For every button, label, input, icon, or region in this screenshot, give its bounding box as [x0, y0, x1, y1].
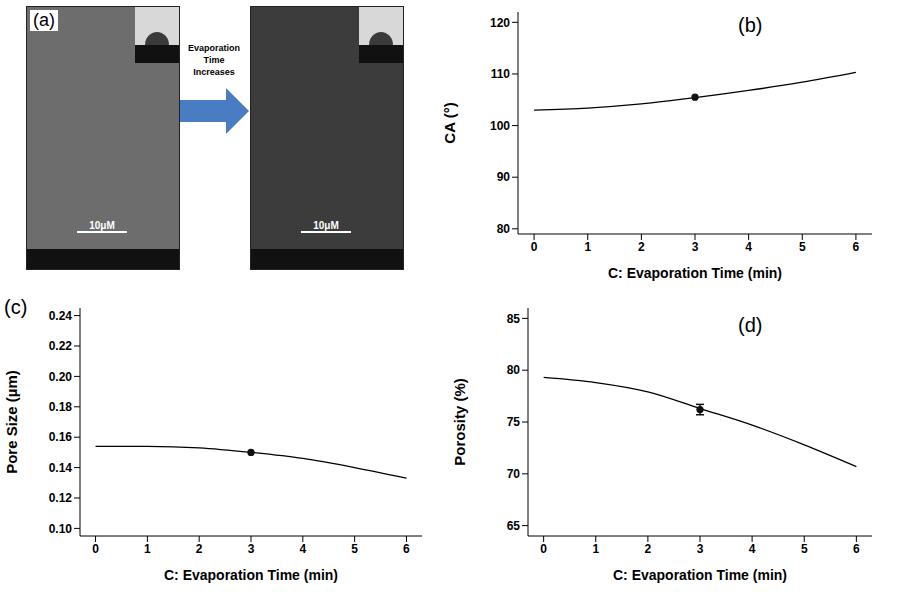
svg-text:0.20: 0.20 — [49, 370, 73, 384]
svg-text:1: 1 — [144, 542, 151, 556]
svg-text:4: 4 — [749, 542, 756, 556]
svg-text:4: 4 — [745, 240, 752, 254]
svg-text:6: 6 — [853, 542, 860, 556]
svg-text:3: 3 — [697, 542, 704, 556]
svg-text:2: 2 — [645, 542, 652, 556]
svg-text:3: 3 — [248, 542, 255, 556]
svg-text:80: 80 — [507, 363, 521, 377]
svg-text:C: Evaporation Time (min): C: Evaporation Time (min) — [608, 265, 782, 281]
html-text:Time: Time — [203, 55, 225, 65]
svg-text:120: 120 — [490, 16, 510, 30]
html-text:(d): (d) — [738, 314, 763, 336]
html-text:(a): (a) — [33, 10, 55, 30]
svg-text:5: 5 — [351, 542, 358, 556]
svg-text:75: 75 — [507, 415, 521, 429]
svg-text:4: 4 — [299, 542, 306, 556]
svg-text:Porosity (%): Porosity (%) — [451, 378, 468, 466]
svg-text:CA (°): CA (°) — [441, 102, 458, 143]
svg-text:C: Evaporation Time (min): C: Evaporation Time (min) — [613, 567, 787, 583]
svg-text:100: 100 — [490, 119, 510, 133]
svg-text:0.22: 0.22 — [49, 339, 73, 353]
svg-text:1: 1 — [584, 240, 591, 254]
svg-text:2: 2 — [638, 240, 645, 254]
svg-text:0.16: 0.16 — [49, 430, 73, 444]
svg-text:3: 3 — [692, 240, 699, 254]
svg-text:110: 110 — [491, 67, 511, 81]
svg-text:6: 6 — [853, 240, 860, 254]
svg-text:0.12: 0.12 — [49, 491, 73, 505]
svg-text:1: 1 — [592, 542, 599, 556]
svg-text:0.18: 0.18 — [49, 400, 73, 414]
html-text:(b): (b) — [738, 14, 763, 36]
svg-text:70: 70 — [507, 467, 521, 481]
svg-text:90: 90 — [497, 170, 511, 184]
svg-text:2: 2 — [196, 542, 203, 556]
svg-text:0: 0 — [92, 542, 99, 556]
svg-text:0.10: 0.10 — [49, 522, 73, 536]
svg-text:80: 80 — [497, 222, 511, 236]
svg-text:0.14: 0.14 — [49, 461, 73, 475]
svg-text:6: 6 — [403, 542, 410, 556]
svg-text:Pore Size (µm): Pore Size (µm) — [3, 370, 20, 474]
html-text:Increases: Increases — [193, 67, 235, 77]
html-text:(c): (c) — [4, 296, 28, 318]
svg-text:85: 85 — [507, 312, 521, 326]
svg-text:C: Evaporation Time (min): C: Evaporation Time (min) — [164, 567, 338, 583]
html-text:Evaporation: Evaporation — [188, 43, 240, 53]
svg-text:0.24: 0.24 — [49, 309, 73, 323]
svg-text:0: 0 — [531, 240, 538, 254]
svg-text:65: 65 — [507, 519, 521, 533]
html-text:10μM: 10μM — [313, 220, 339, 231]
html-text:10μM: 10μM — [89, 220, 115, 231]
svg-text:5: 5 — [799, 240, 806, 254]
svg-text:5: 5 — [801, 542, 808, 556]
svg-text:0: 0 — [540, 542, 547, 556]
